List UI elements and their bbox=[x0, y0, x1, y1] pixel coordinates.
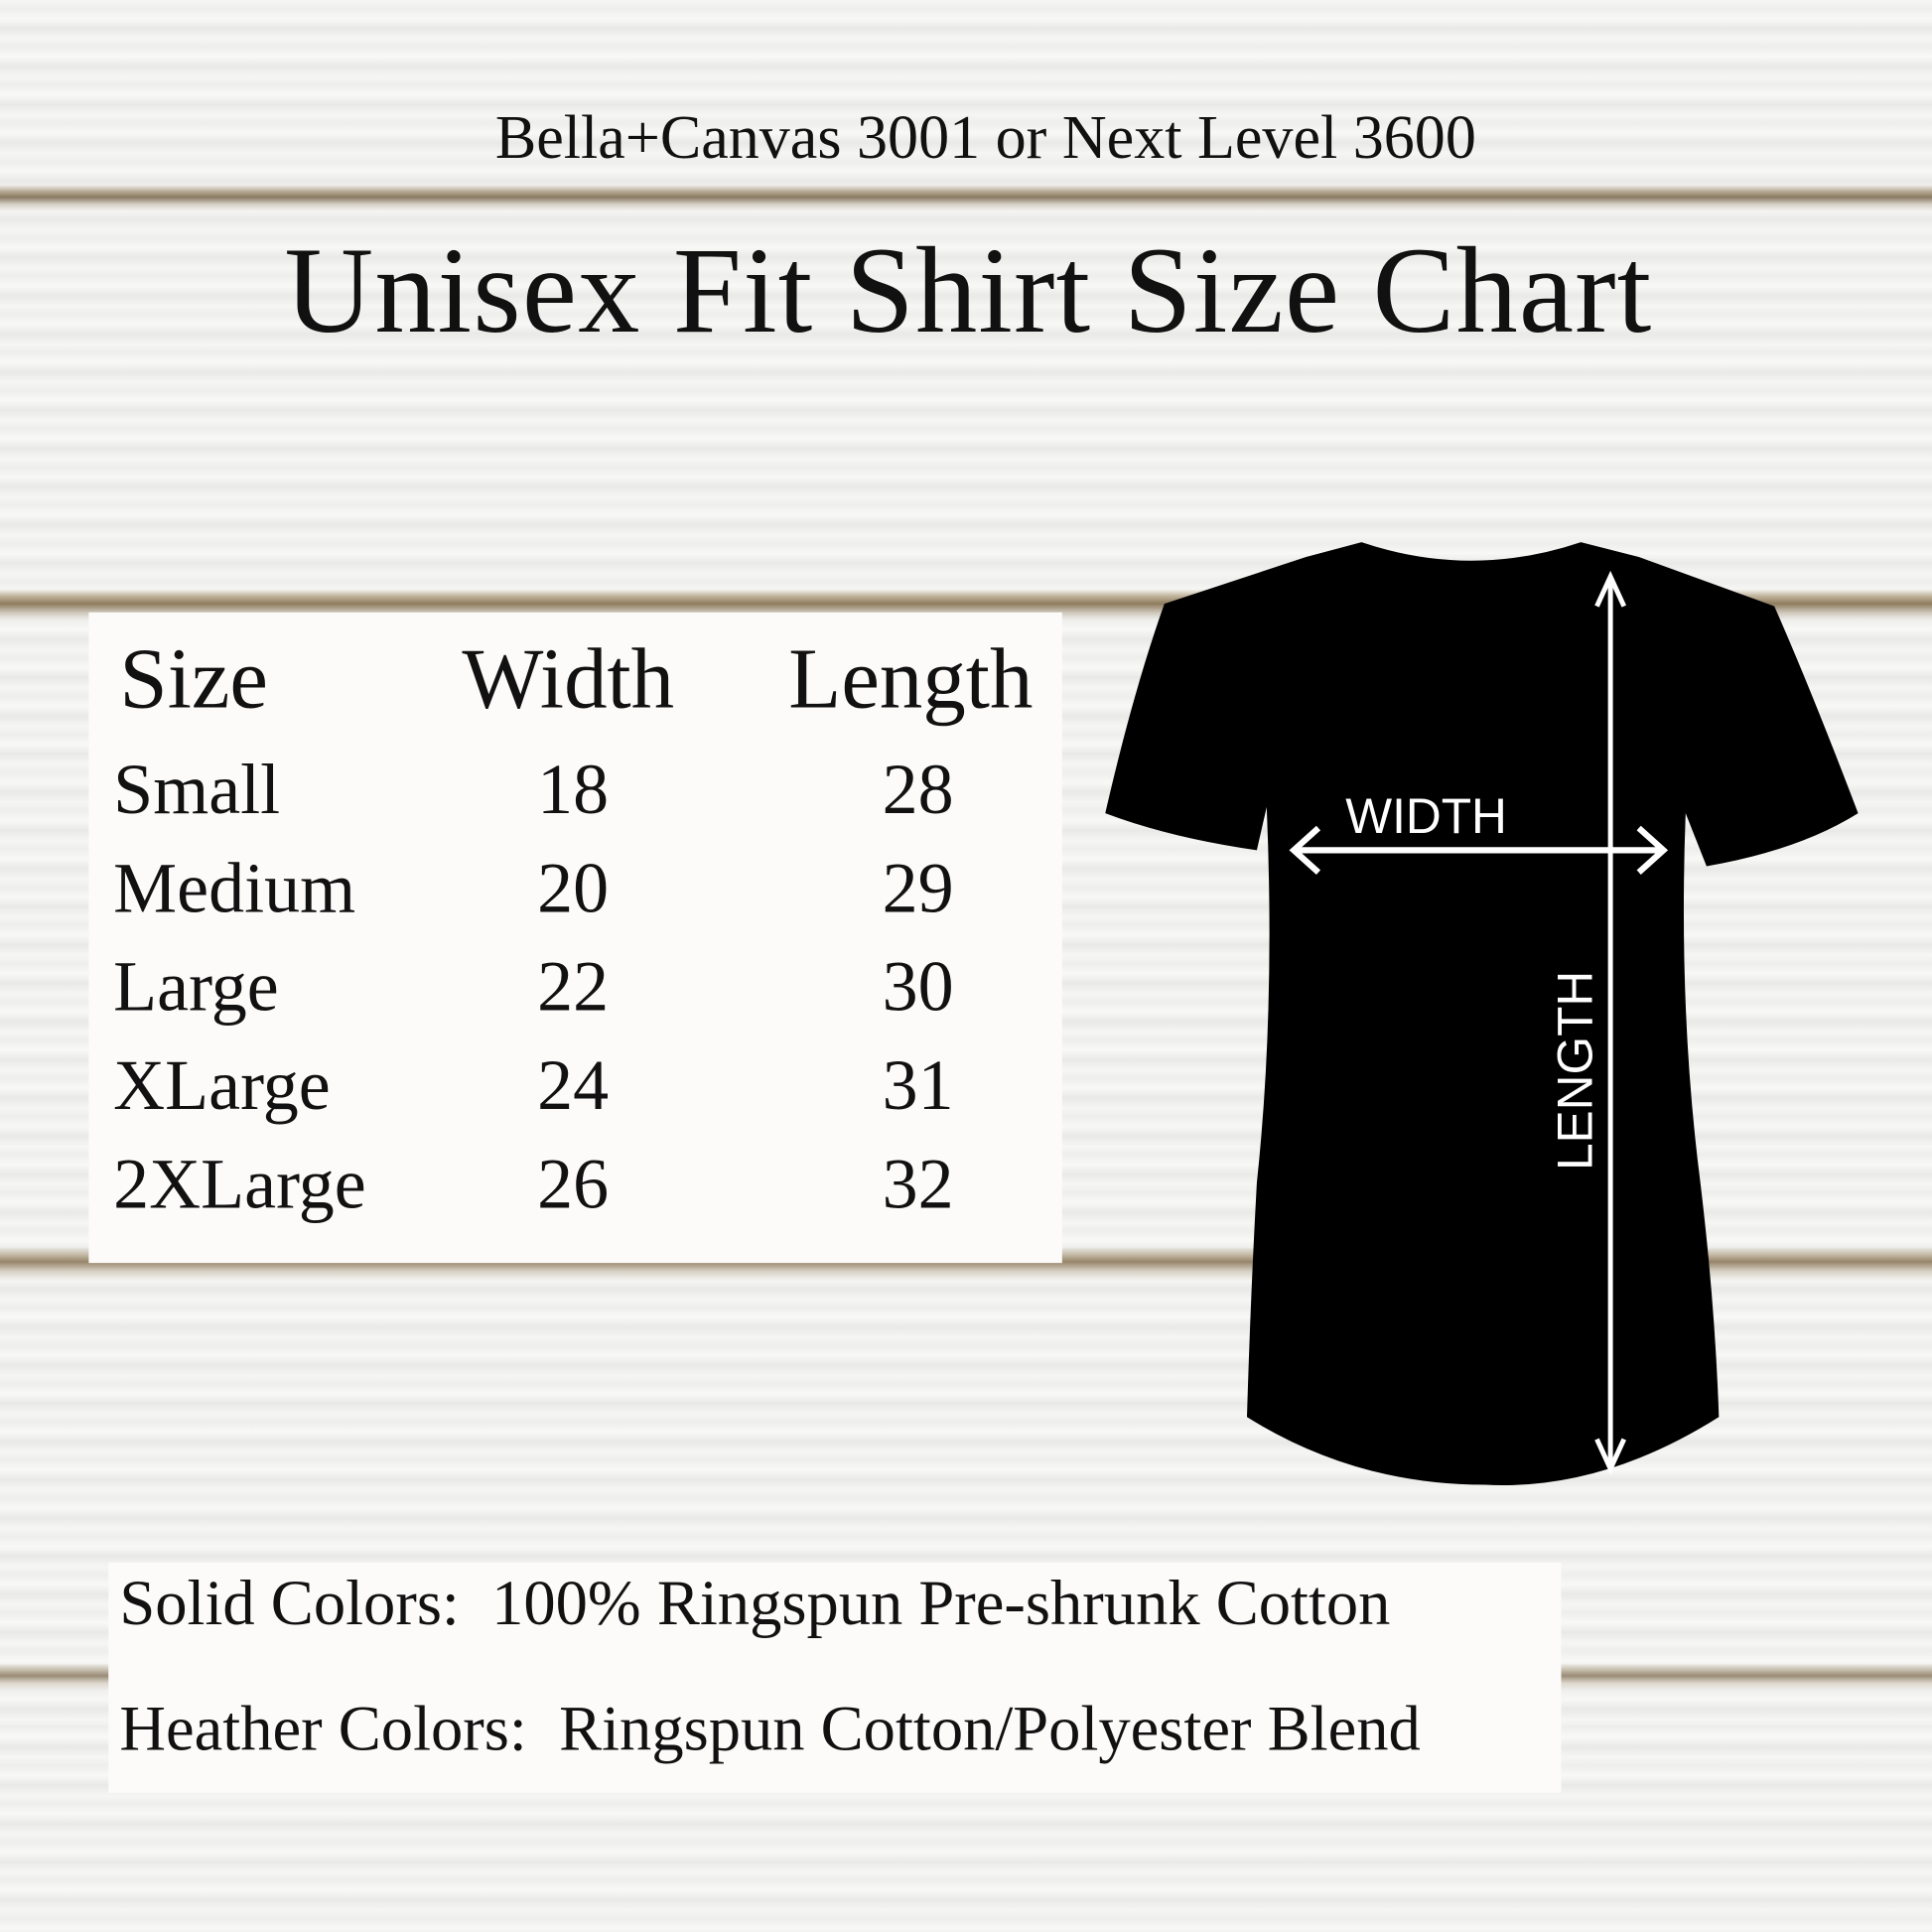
cell-width: 24 bbox=[537, 1044, 610, 1126]
width-arrow bbox=[1289, 825, 1669, 876]
cell-size: 2XLarge bbox=[113, 1143, 366, 1224]
cell-length: 29 bbox=[882, 847, 954, 928]
column-header-width: Width bbox=[462, 631, 675, 728]
length-arrow bbox=[1594, 570, 1627, 1475]
tshirt-silhouette bbox=[1105, 542, 1859, 1486]
page-title: Unisex Fit Shirt Size Chart bbox=[284, 221, 1653, 359]
cell-length: 32 bbox=[882, 1143, 954, 1224]
column-header-length: Length bbox=[788, 631, 1034, 728]
cell-width: 22 bbox=[537, 946, 610, 1027]
subtitle: Bella+Canvas 3001 or Next Level 3600 bbox=[494, 102, 1476, 172]
heather-colors-note: Heather Colors: Ringspun Cotton/Polyeste… bbox=[119, 1694, 1421, 1765]
column-header-size: Size bbox=[119, 631, 268, 728]
size-table: Size Width Length Small 18 28 Medium 20 29 Lar… bbox=[88, 612, 1062, 1264]
solid-colors-note: Solid Colors: 100% Ringspun Pre-shrunk C… bbox=[119, 1568, 1391, 1639]
cell-width: 20 bbox=[537, 847, 610, 928]
cell-size: Large bbox=[113, 946, 279, 1027]
cell-length: 30 bbox=[882, 946, 954, 1027]
cell-length: 31 bbox=[882, 1044, 954, 1126]
cell-width: 26 bbox=[537, 1143, 610, 1224]
cell-size: Small bbox=[113, 749, 281, 830]
length-label: LENGTH bbox=[1548, 971, 1603, 1171]
cell-size: XLarge bbox=[113, 1044, 331, 1126]
cell-width: 18 bbox=[537, 749, 610, 830]
fabric-notes: Solid Colors: 100% Ringspun Pre-shrunk C… bbox=[108, 1562, 1562, 1793]
width-label: WIDTH bbox=[1345, 788, 1507, 844]
cell-size: Medium bbox=[113, 847, 356, 928]
cell-length: 28 bbox=[882, 749, 954, 830]
